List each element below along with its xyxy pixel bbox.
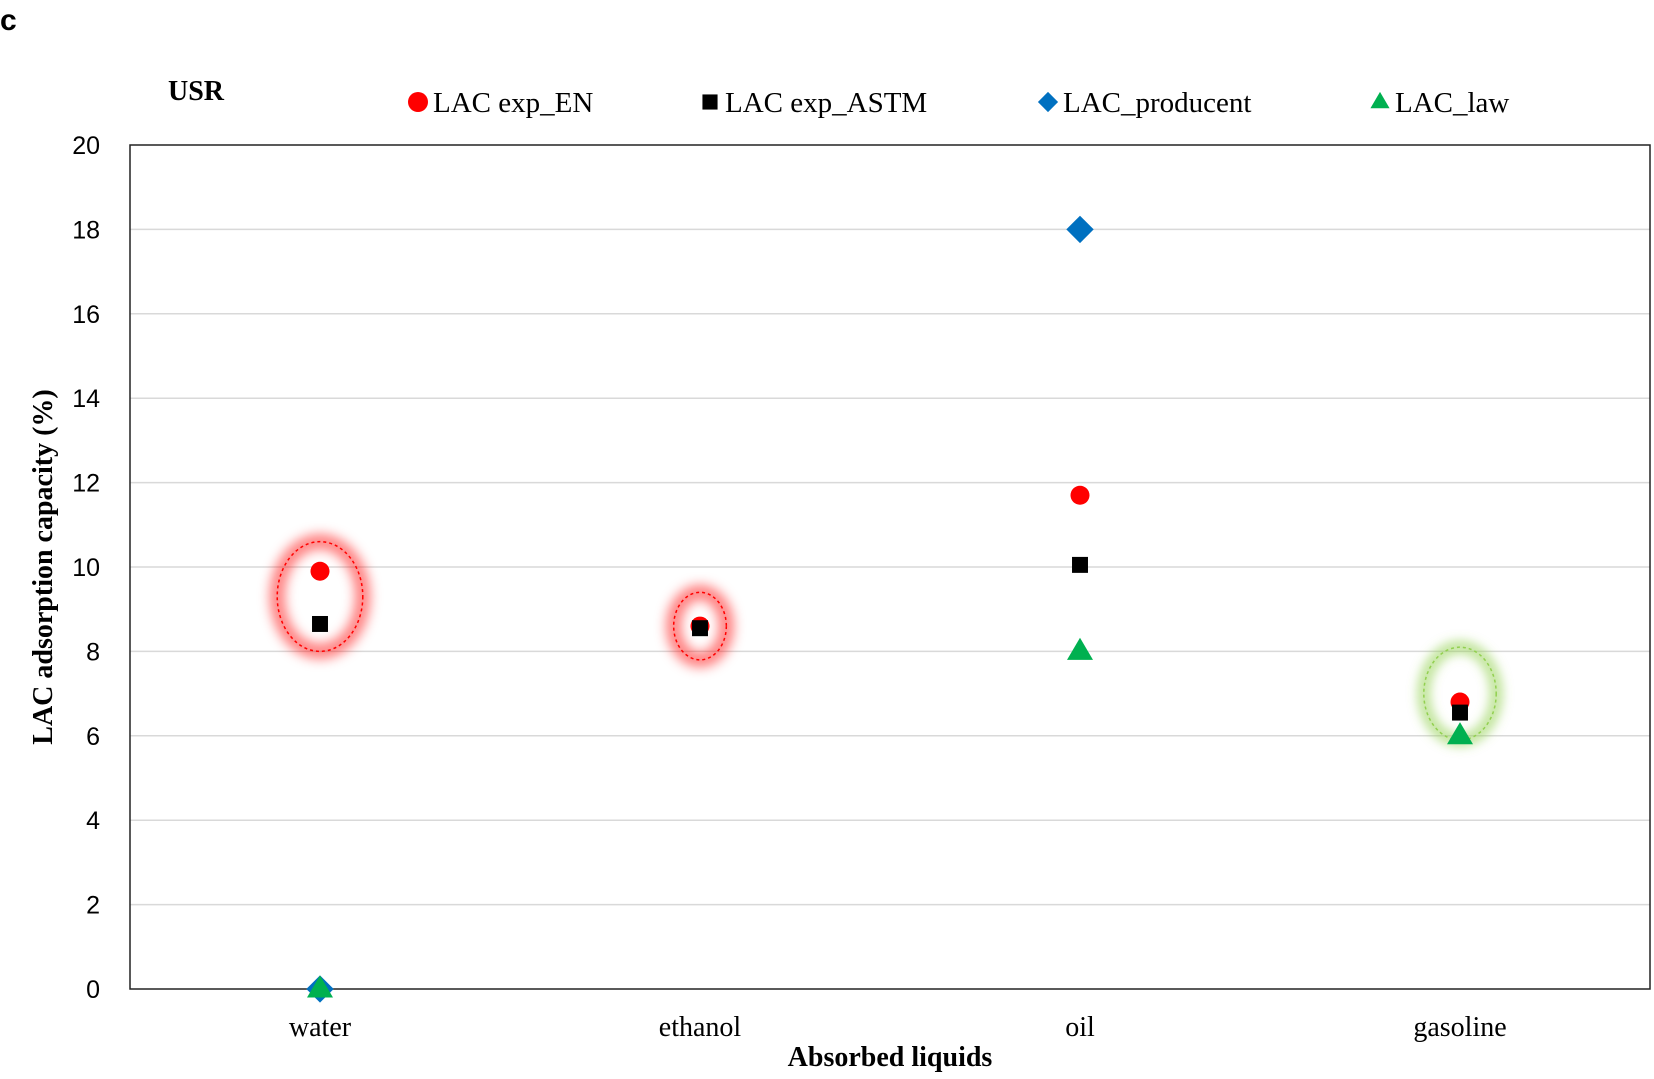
y-tick-label-4: 4 [86, 807, 100, 835]
highlight-ring-gasoline [1423, 646, 1497, 741]
highlight-ellipses [270, 534, 1504, 748]
panel-label: c [0, 4, 17, 37]
legend: LAC exp_EN LAC exp_ASTM LAC_producent LAC_l… [408, 87, 1509, 119]
y-tick-label-2: 2 [86, 892, 100, 920]
point-diamond-oil [1066, 215, 1094, 244]
y-tick-label-10: 10 [72, 554, 100, 582]
point-square-ethanol [692, 620, 708, 637]
point-circle-water [310, 561, 330, 581]
gridlines [130, 228, 1650, 906]
chart-title: USR [168, 76, 225, 107]
y-tick-label-6: 6 [86, 723, 100, 751]
legend-label-triangle: LAC_law [1395, 87, 1509, 119]
point-triangle-water [307, 975, 333, 998]
y-tick-label-18: 18 [72, 216, 100, 244]
point-square-oil [1072, 556, 1088, 573]
legend-label-diamond: LAC_producent [1063, 87, 1251, 119]
legend-marker-circle [408, 92, 428, 112]
highlight-ring-ethanol [672, 591, 728, 661]
point-circle-oil [1070, 485, 1090, 505]
x-tick-label-water: water [289, 1012, 352, 1043]
point-triangle-gasoline [1447, 722, 1473, 745]
y-axis-title: LAC adsorption capacity (%) [28, 389, 59, 744]
x-axis-ticks: water ethanol oil gasoline [289, 1012, 1507, 1043]
x-tick-label-gasoline: gasoline [1413, 1012, 1506, 1043]
y-tick-label-12: 12 [72, 470, 100, 498]
legend-label-circle: LAC exp_EN [433, 87, 593, 119]
point-triangle-oil [1067, 637, 1093, 660]
y-tick-label-20: 20 [72, 132, 100, 160]
x-tick-label-oil: oil [1065, 1012, 1095, 1043]
y-tick-label-0: 0 [86, 976, 100, 1004]
legend-marker-square [702, 94, 718, 110]
legend-marker-diamond [1037, 91, 1059, 113]
legend-label-square: LAC exp_ASTM [725, 87, 927, 119]
y-tick-label-16: 16 [72, 301, 100, 329]
x-axis-title: Absorbed liquids [788, 1042, 993, 1073]
y-tick-label-14: 14 [72, 385, 100, 413]
y-axis-ticks: 0 2 4 6 8 10 12 14 16 18 20 [72, 132, 100, 1004]
x-tick-label-ethanol: ethanol [659, 1012, 742, 1043]
point-square-gasoline [1452, 704, 1468, 721]
point-square-water [312, 615, 328, 632]
highlight-ring-water [276, 540, 364, 653]
legend-marker-triangle [1370, 91, 1390, 109]
plot-area-frame [129, 144, 1651, 990]
data-marks [306, 215, 1473, 1003]
y-tick-label-8: 8 [86, 638, 100, 666]
